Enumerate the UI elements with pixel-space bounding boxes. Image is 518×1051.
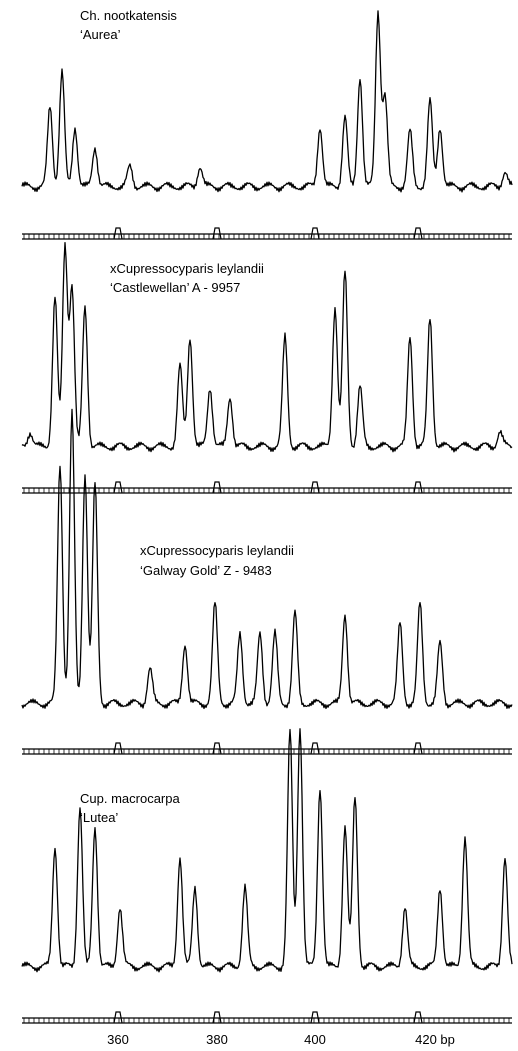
- size-marker: [212, 742, 222, 755]
- size-marker: [113, 227, 123, 240]
- size-marker: [113, 481, 123, 494]
- size-marker: [310, 1011, 320, 1024]
- size-marker: [413, 227, 423, 240]
- panel-cultivar: ‘Castlewellan’ A - 9957: [110, 280, 240, 295]
- panel-cultivar: ‘Lutea’: [80, 810, 118, 825]
- size-marker: [413, 481, 423, 494]
- trace: [21, 728, 513, 973]
- panel-name: xCupressocyparis leylandii: [110, 261, 264, 276]
- trace: [21, 408, 513, 710]
- size-bars: [22, 227, 512, 1024]
- size-marker: [212, 1011, 222, 1024]
- panel-cultivar: ‘Aurea’: [80, 27, 121, 42]
- panel-name: Cup. macrocarpa: [80, 791, 180, 806]
- trace: [21, 10, 513, 193]
- size-marker: [113, 742, 123, 755]
- axis-label: 420 bp: [415, 1032, 455, 1047]
- traces: [21, 10, 513, 973]
- panel-cultivar: ‘Galway Gold’ Z - 9483: [140, 563, 272, 578]
- panel-name: Ch. nootkatensis: [80, 8, 177, 23]
- size-marker: [413, 742, 423, 755]
- panel-name: xCupressocyparis leylandii: [140, 543, 294, 558]
- trace: [21, 242, 513, 453]
- size-marker: [212, 227, 222, 240]
- size-marker: [113, 1011, 123, 1024]
- size-marker: [413, 1011, 423, 1024]
- size-marker: [310, 227, 320, 240]
- axis-label: 380: [206, 1032, 228, 1047]
- axis-label: 400: [304, 1032, 326, 1047]
- size-marker: [310, 742, 320, 755]
- axis-label: 360: [107, 1032, 129, 1047]
- size-marker: [310, 481, 320, 494]
- size-marker: [212, 481, 222, 494]
